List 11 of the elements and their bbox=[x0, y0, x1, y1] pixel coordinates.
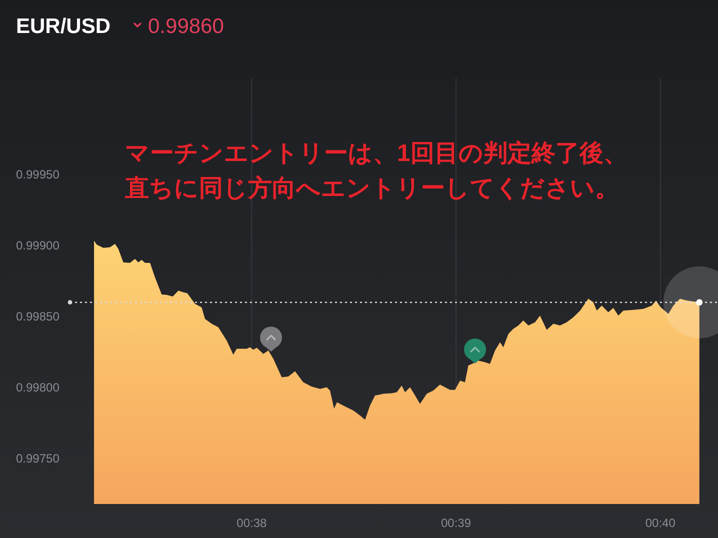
y-tick-label: 0.99850 bbox=[16, 310, 60, 324]
y-tick-label: 0.99750 bbox=[16, 452, 60, 466]
annotation: マーチンエントリーは、1回目の判定終了後、直ちに同じ方向へエントリーしてください。 bbox=[124, 140, 628, 202]
chart-subtitle: 0.99860 bbox=[148, 15, 224, 38]
x-tick-label: 00:40 bbox=[645, 516, 676, 530]
y-tick-label: 0.99900 bbox=[16, 238, 60, 253]
y-tick-label: 0.99950 bbox=[16, 168, 60, 182]
chart-title: EUR/USD bbox=[16, 15, 111, 38]
x-tick-label: 00:39 bbox=[441, 516, 472, 530]
y-tick-label: 0.99800 bbox=[16, 380, 60, 395]
x-tick-label: 00:38 bbox=[236, 516, 268, 530]
